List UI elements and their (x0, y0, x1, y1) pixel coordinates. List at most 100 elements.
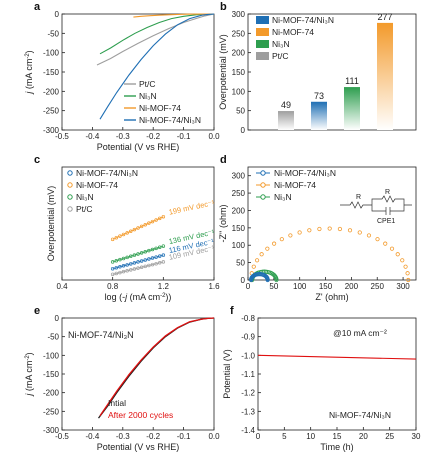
circuit-diagram (340, 195, 412, 215)
x-axis-label: Time (h) (320, 442, 353, 452)
y-tick-label: 0 (241, 126, 246, 135)
plot-frame (61, 166, 215, 281)
legend-label: Ni₃N (272, 39, 290, 49)
data-point-c (147, 248, 151, 253)
y-tick-label: 50 (236, 107, 245, 116)
x-tick-label: 1.6 (208, 282, 220, 291)
data-point-c (136, 252, 140, 256)
x-tick-label: 0 (246, 282, 251, 291)
x-tick-label: 15 (333, 432, 342, 441)
y-tick-label: 100 (232, 241, 246, 250)
series-line-a (96, 13, 215, 66)
y-tick-label: 0 (241, 276, 246, 285)
panel-letter: c (34, 154, 40, 166)
y-tick-label: 150 (232, 224, 246, 233)
x-tick-label: 250 (371, 282, 385, 291)
data-point-d (337, 226, 343, 232)
data-point-c (161, 244, 166, 248)
legend-label: Ni-MOF-74/Ni₃N (76, 168, 138, 178)
y-tick-label: -300 (43, 426, 60, 435)
y-tick-label: 0 (55, 314, 60, 323)
y-tick-label: 300 (232, 172, 246, 181)
y-tick-label: 50 (236, 259, 245, 268)
data-point-d (274, 277, 279, 283)
legend-label: Ni-MOF-74/Ni₃N (272, 15, 334, 25)
x-axis-label-part: j (124, 292, 128, 302)
y-tick-label: -300 (43, 126, 60, 135)
fit-line (112, 261, 164, 275)
legend-marker (260, 170, 266, 176)
y-axis-label-part: ) (24, 352, 34, 355)
series-line-a (133, 13, 215, 18)
bar (377, 22, 393, 130)
y-tick-label: 250 (232, 189, 246, 198)
data-point-c (118, 257, 122, 262)
panel-annotation: Ni-MOF-74/Ni₃N (329, 410, 391, 420)
y-tick-label: 100 (232, 87, 246, 96)
data-point-d (297, 230, 302, 235)
data-point-c (139, 224, 144, 229)
x-tick-label: 5 (282, 432, 287, 441)
legend-marker (67, 206, 73, 212)
x-tick-label: 0.0 (208, 432, 220, 441)
data-point-d (307, 228, 312, 233)
y-axis-label-part: j (24, 91, 34, 95)
x-tick-label: 0.0 (208, 132, 220, 141)
data-point-d (288, 233, 293, 238)
y-tick-label: -1.1 (241, 370, 255, 379)
x-tick-label: 150 (319, 282, 333, 291)
fit-line (112, 216, 164, 240)
data-point-c (132, 253, 137, 257)
y-axis-label-part: (mA cm (24, 361, 34, 394)
data-point-c (154, 246, 158, 251)
legend-label: Ni-MOF-74/Ni₃N (139, 115, 201, 125)
legend-label: Ni-MOF-74/Ni₃N (274, 168, 336, 178)
panel-annotation: @10 mA cm⁻² (333, 328, 387, 338)
slope-label: 199 mV dec⁻¹ (168, 198, 216, 217)
data-point-d (251, 264, 256, 269)
legend-marker (67, 182, 73, 188)
x-tick-label: 30 (412, 432, 421, 441)
data-point-c (129, 254, 133, 259)
data-point-c (110, 260, 115, 264)
data-point-c (125, 231, 129, 235)
data-point-c (150, 247, 155, 252)
y-tick-label: -50 (47, 29, 59, 38)
data-point-c (154, 218, 158, 222)
fit-line (112, 245, 164, 263)
x-tick-label: 25 (385, 432, 394, 441)
x-tick-label: -0.2 (146, 132, 160, 141)
y-tick-label: -250 (43, 107, 60, 116)
data-point-c (110, 237, 115, 242)
bar-value-label: 73 (314, 91, 324, 101)
y-tick-label: 250 (232, 29, 246, 38)
data-point-c (147, 221, 151, 225)
fit-line (112, 254, 164, 270)
x-tick-label: -0.1 (177, 132, 191, 141)
data-point-c (114, 235, 119, 240)
x-tick-label: 0.8 (107, 282, 119, 291)
x-tick-label: -0.3 (116, 432, 130, 441)
y-tick-label: -0.8 (241, 314, 255, 323)
x-tick-label: 0.4 (56, 282, 68, 291)
legend-label: Pt/C (272, 51, 289, 61)
panel-annotation: Ni-MOF-74/Ni₃N (68, 330, 134, 340)
x-axis-label: log (-j (mA cm-2)) (105, 292, 172, 302)
x-axis-label-part: log (- (105, 292, 126, 302)
data-point-c (121, 256, 126, 261)
data-point-d (389, 246, 395, 251)
x-axis-label: Potential (V vs RHE) (97, 142, 180, 152)
data-point-d (357, 230, 362, 235)
data-point-d (395, 252, 400, 257)
x-tick-label: -0.5 (55, 432, 69, 441)
data-point-d (272, 241, 277, 246)
x-tick-label: -0.4 (86, 432, 100, 441)
y-tick-label: -200 (43, 389, 60, 398)
data-point-d (347, 228, 353, 233)
y-tick-label: -100 (43, 351, 60, 360)
y-tick-label: 200 (232, 49, 246, 58)
bar-value-label: 277 (377, 12, 392, 22)
data-point-d (403, 264, 408, 269)
y-tick-label: 200 (232, 206, 246, 215)
legend-marker (260, 194, 266, 200)
